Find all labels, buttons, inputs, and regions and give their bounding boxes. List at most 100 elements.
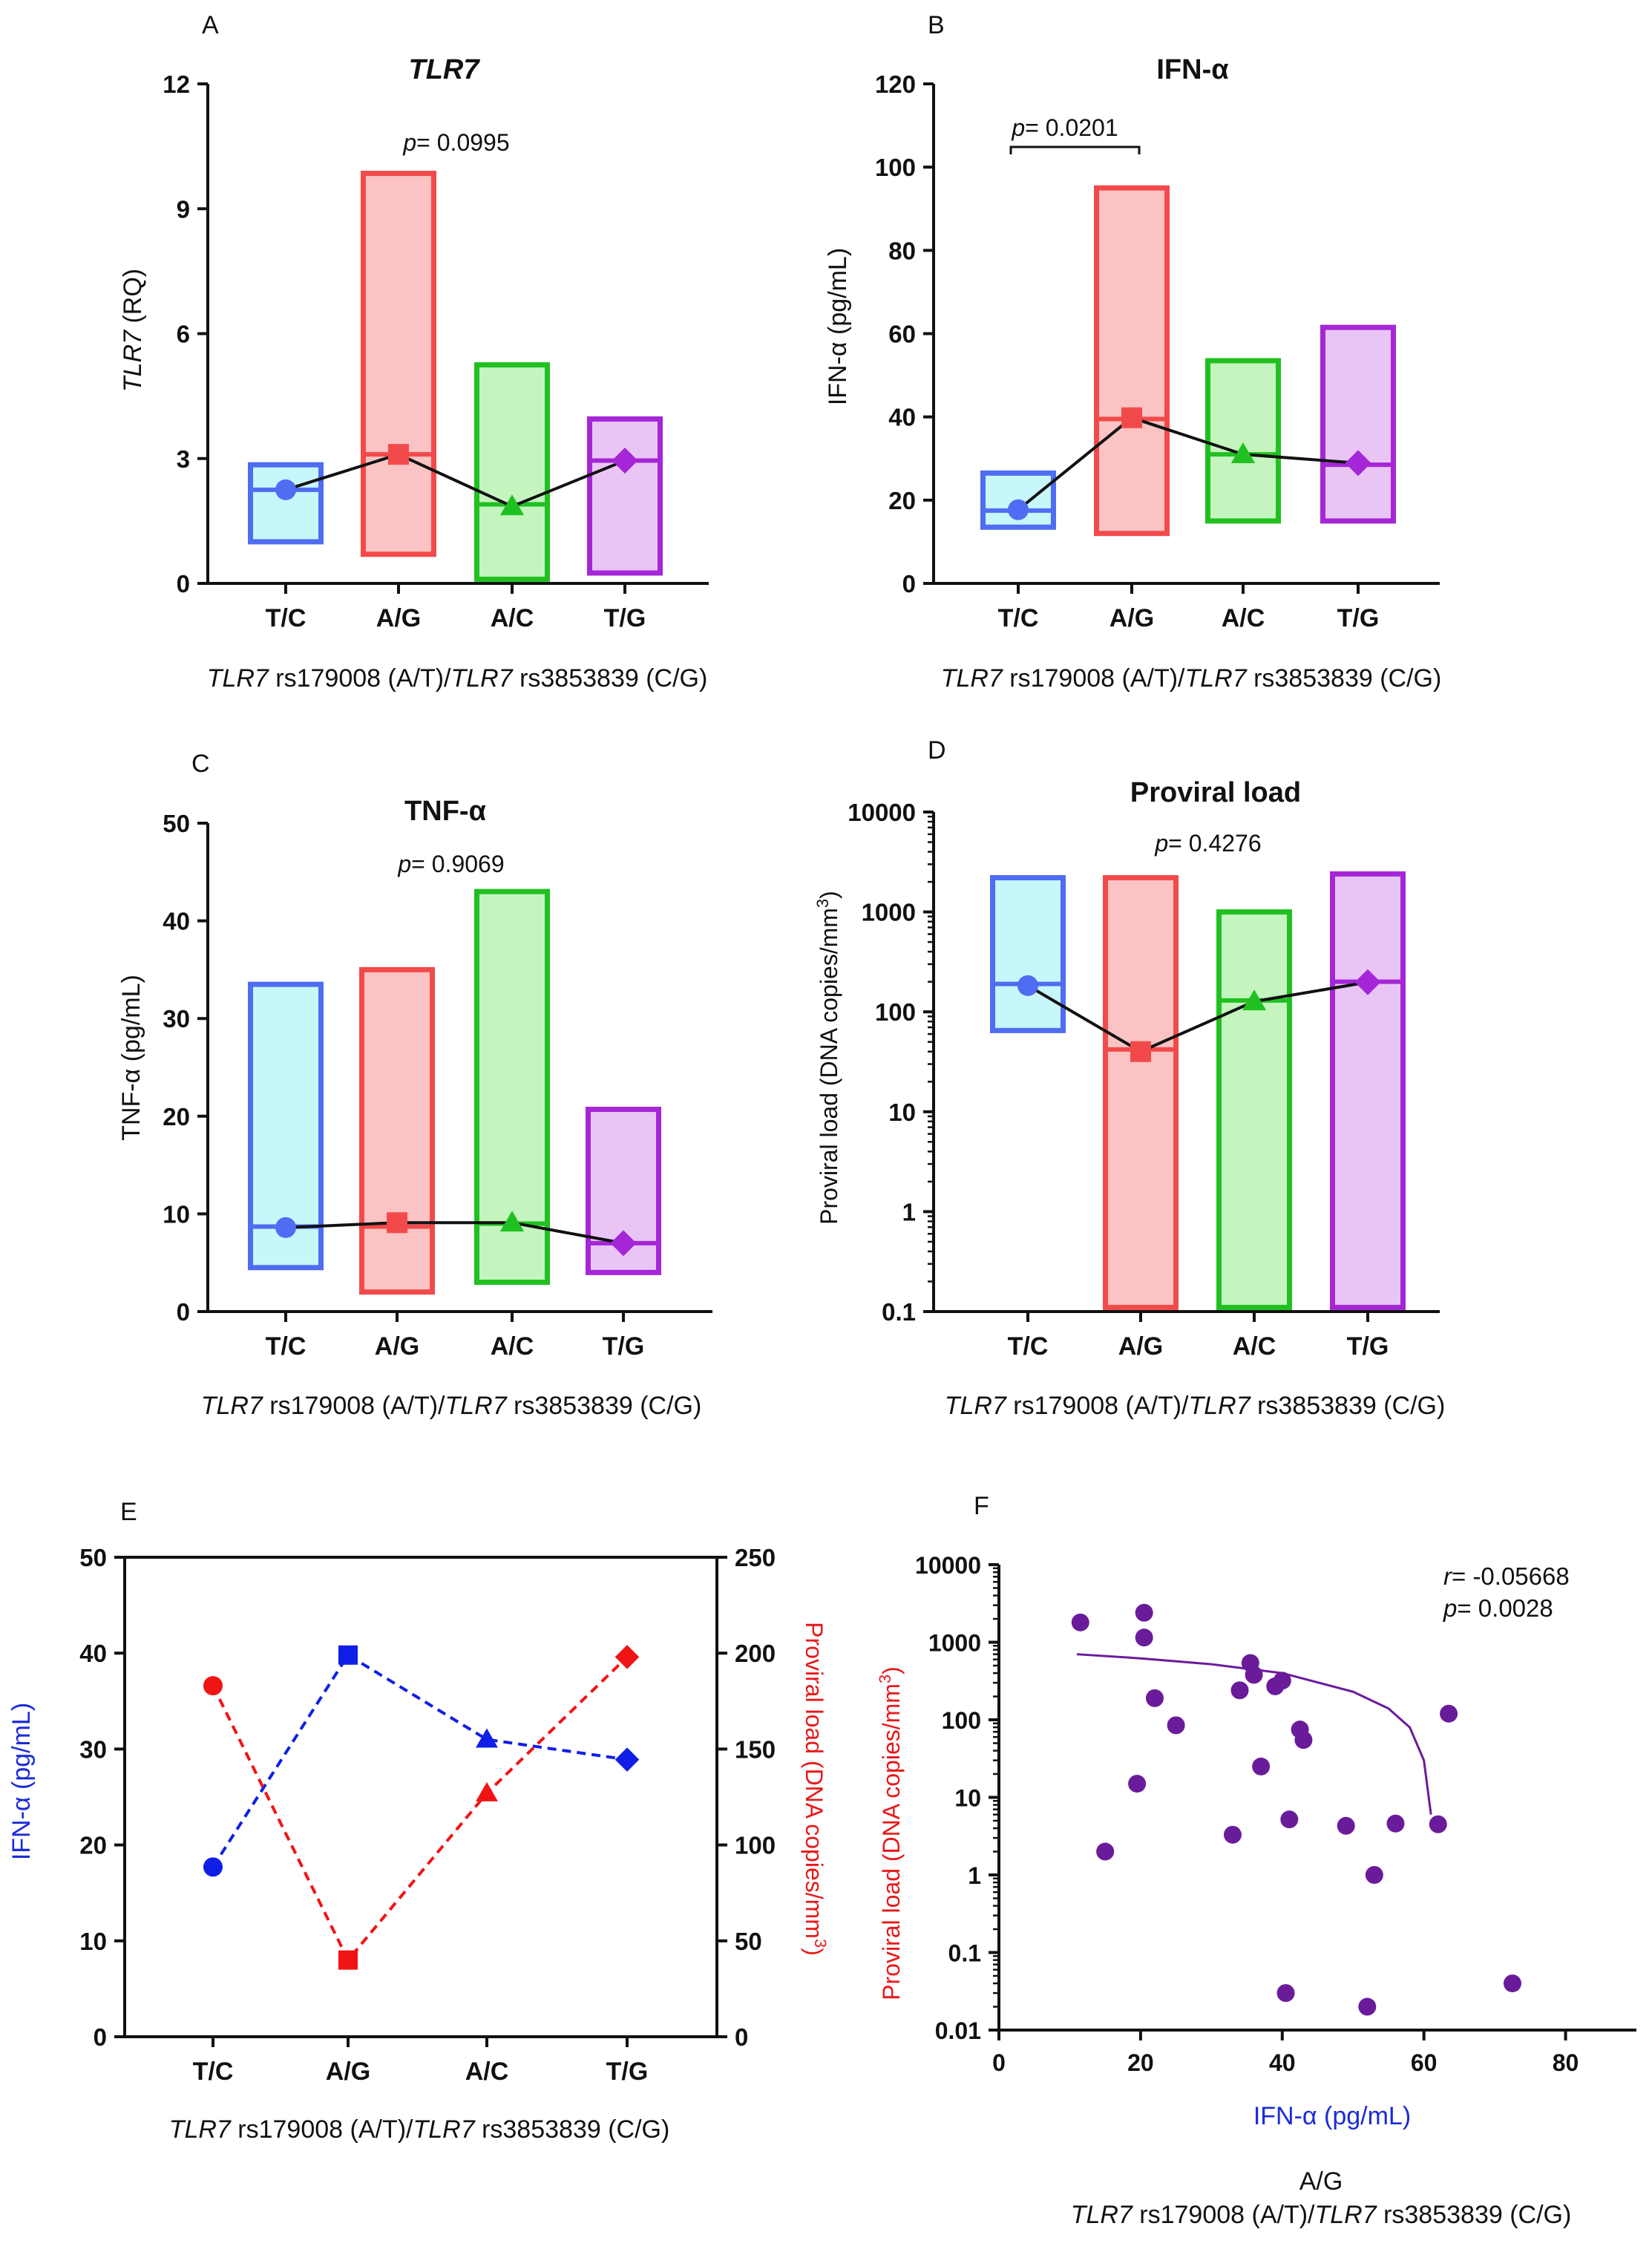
y-tick-label: 100 xyxy=(875,154,916,181)
series-marker-proviral xyxy=(338,1950,358,1970)
scatter-point xyxy=(1230,1681,1249,1700)
series-marker-proviral xyxy=(476,1781,498,1801)
mean-marker xyxy=(499,494,525,516)
plot-area: 0.01 0.1 1 10 100 1000 10000 0 20 40 60 80 xyxy=(915,1552,1636,2076)
p-value-annotation: p= 0.9069 xyxy=(397,851,504,877)
x-tick-label: 60 xyxy=(1411,2049,1438,2076)
p-value-text: = 0.0201 xyxy=(1025,114,1118,141)
subtitle-end: rs3853839 (C/G) xyxy=(1377,2201,1572,2229)
y-tick-label-right: 250 xyxy=(735,1544,776,1571)
y-tick-label: 0.1 xyxy=(882,1298,916,1326)
y-tick-label-right: 50 xyxy=(735,1928,762,1955)
mean-marker xyxy=(499,1211,525,1232)
category-label: T/C xyxy=(266,604,307,632)
y-tick-label: 0 xyxy=(177,1298,190,1326)
chart-title: TLR7 xyxy=(409,54,481,85)
mean-marker xyxy=(1354,969,1381,995)
x-axis-label: IFN-α (pg/mL) xyxy=(1253,2102,1411,2130)
scatter-point xyxy=(1145,1689,1164,1707)
mean-marker xyxy=(1008,499,1029,520)
scatter-point xyxy=(1135,1603,1153,1622)
y-tick-label: 1 xyxy=(902,1198,916,1225)
x-axis-label-italic-2: TLR7 xyxy=(1184,664,1247,693)
x-axis-label: TLR7 rs179008 (A/T)/TLR7 rs3853839 (C/G) xyxy=(201,1392,702,1420)
p-value-label: p xyxy=(397,851,411,877)
y-tick-label: 10 xyxy=(954,1785,981,1812)
scatter-point xyxy=(1252,1757,1271,1775)
y-axis-label-right: Proviral load (DNA copies/mm3) xyxy=(801,1622,830,1956)
y-tick-label: 0.01 xyxy=(935,2017,981,2044)
category-label: A/G xyxy=(375,1332,419,1361)
x-axis-label: TLR7 rs179008 (A/T)/TLR7 rs3853839 (C/G) xyxy=(945,1392,1446,1420)
panel-label-c: C xyxy=(191,750,210,778)
mean-marker xyxy=(1130,1041,1151,1062)
mean-marker xyxy=(1242,989,1267,1011)
range-bar xyxy=(474,362,550,582)
y-tick-label-left: 10 xyxy=(79,1928,107,1955)
y-tick-label-left: 40 xyxy=(79,1640,107,1667)
correlation-r: r= -0.05668 xyxy=(1443,1562,1570,1590)
mean-marker xyxy=(275,1217,296,1238)
panel-c: C TNF-α p= 0.9069 TNF-α (pg/mL) TLR7 rs1… xyxy=(117,750,712,1420)
x-axis-label-italic-2: TLR7 xyxy=(413,2115,475,2144)
category-label: A/C xyxy=(1222,604,1265,632)
series-marker-ifn xyxy=(476,1728,498,1748)
p-value-label: p xyxy=(1154,830,1168,857)
y-tick-label: 1000 xyxy=(862,899,916,926)
x-axis-label-mid: rs179008 (A/T)/ xyxy=(1003,664,1185,693)
x-axis-label-italic-1: TLR7 xyxy=(207,664,269,693)
category-label: T/G xyxy=(1337,604,1380,632)
y-tick-label-right: 100 xyxy=(735,1832,776,1859)
y-axis-label-right-end: ) xyxy=(801,1948,827,1956)
x-tick-label: 80 xyxy=(1553,2049,1579,2076)
p-value-label: p xyxy=(1011,114,1025,141)
chart-title: Proviral load xyxy=(1130,777,1301,808)
p-value-annotation: p= 0.0201 xyxy=(1011,114,1118,141)
mean-marker xyxy=(1017,975,1038,996)
x-axis-label-italic-2: TLR7 xyxy=(1188,1392,1251,1420)
mean-connector-line xyxy=(1026,981,1369,1054)
range-bar xyxy=(361,171,436,557)
scatter-point xyxy=(1273,1672,1291,1690)
y-tick-label: 120 xyxy=(875,71,916,98)
chart-title: IFN-α xyxy=(1156,54,1228,85)
y-tick-label: 0 xyxy=(902,570,916,598)
range-bar xyxy=(359,966,435,1295)
mean-marker xyxy=(610,1230,637,1257)
x-axis-label-mid: rs179008 (A/T)/ xyxy=(231,2115,413,2144)
scatter-point xyxy=(1167,1716,1185,1735)
x-axis-label: TLR7 rs179008 (A/T)/TLR7 rs3853839 (C/G) xyxy=(169,2115,670,2144)
mean-marker xyxy=(387,1212,407,1234)
scatter-point xyxy=(1429,1815,1447,1833)
significance-bracket xyxy=(1009,145,1141,154)
panel-f: F r= -0.05668 p= 0.0028 Proviral load (D… xyxy=(876,1492,1636,2229)
series-marker-proviral xyxy=(614,1645,640,1669)
series-line-proviral xyxy=(212,1655,629,1963)
x-axis-label-italic-2: TLR7 xyxy=(450,664,513,693)
x-axis-label-italic-1: TLR7 xyxy=(201,1392,263,1420)
y-axis-label-right-sup: 3 xyxy=(812,1939,830,1948)
range-bar xyxy=(248,462,324,545)
series-line-ifn xyxy=(212,1653,628,1868)
y-axis-label: TNF-α (pg/mL) xyxy=(117,975,145,1141)
y-tick-label: 12 xyxy=(163,71,190,98)
x-axis-label: TLR7 rs179008 (A/T)/TLR7 rs3853839 (C/G) xyxy=(941,664,1442,693)
range-bar xyxy=(1103,875,1179,1310)
y-axis-label-sup: 3 xyxy=(813,899,832,908)
panel-label-a: A xyxy=(202,11,219,39)
category-label: A/C xyxy=(491,604,534,632)
scatter-point xyxy=(1365,1866,1383,1884)
panel-e: E IFN-α (pg/mL) Proviral load (DNA copie… xyxy=(7,1498,830,2144)
scatter-point xyxy=(1440,1704,1458,1723)
mean-marker xyxy=(275,479,296,500)
y-axis-label: Proviral load (DNA copies/mm3) xyxy=(813,891,843,1225)
p-value-annotation: p= 0.0995 xyxy=(402,129,509,156)
y-tick-label-left: 50 xyxy=(79,1544,107,1571)
x-tick-label: 40 xyxy=(1269,2049,1296,2076)
x-axis-label-italic-1: TLR7 xyxy=(945,1392,1007,1420)
y-axis-label-end: ) xyxy=(878,1666,905,1675)
x-tick-label: 20 xyxy=(1127,2049,1154,2076)
y-tick-label-left: 30 xyxy=(79,1735,107,1763)
panel-label-d: D xyxy=(928,736,946,765)
